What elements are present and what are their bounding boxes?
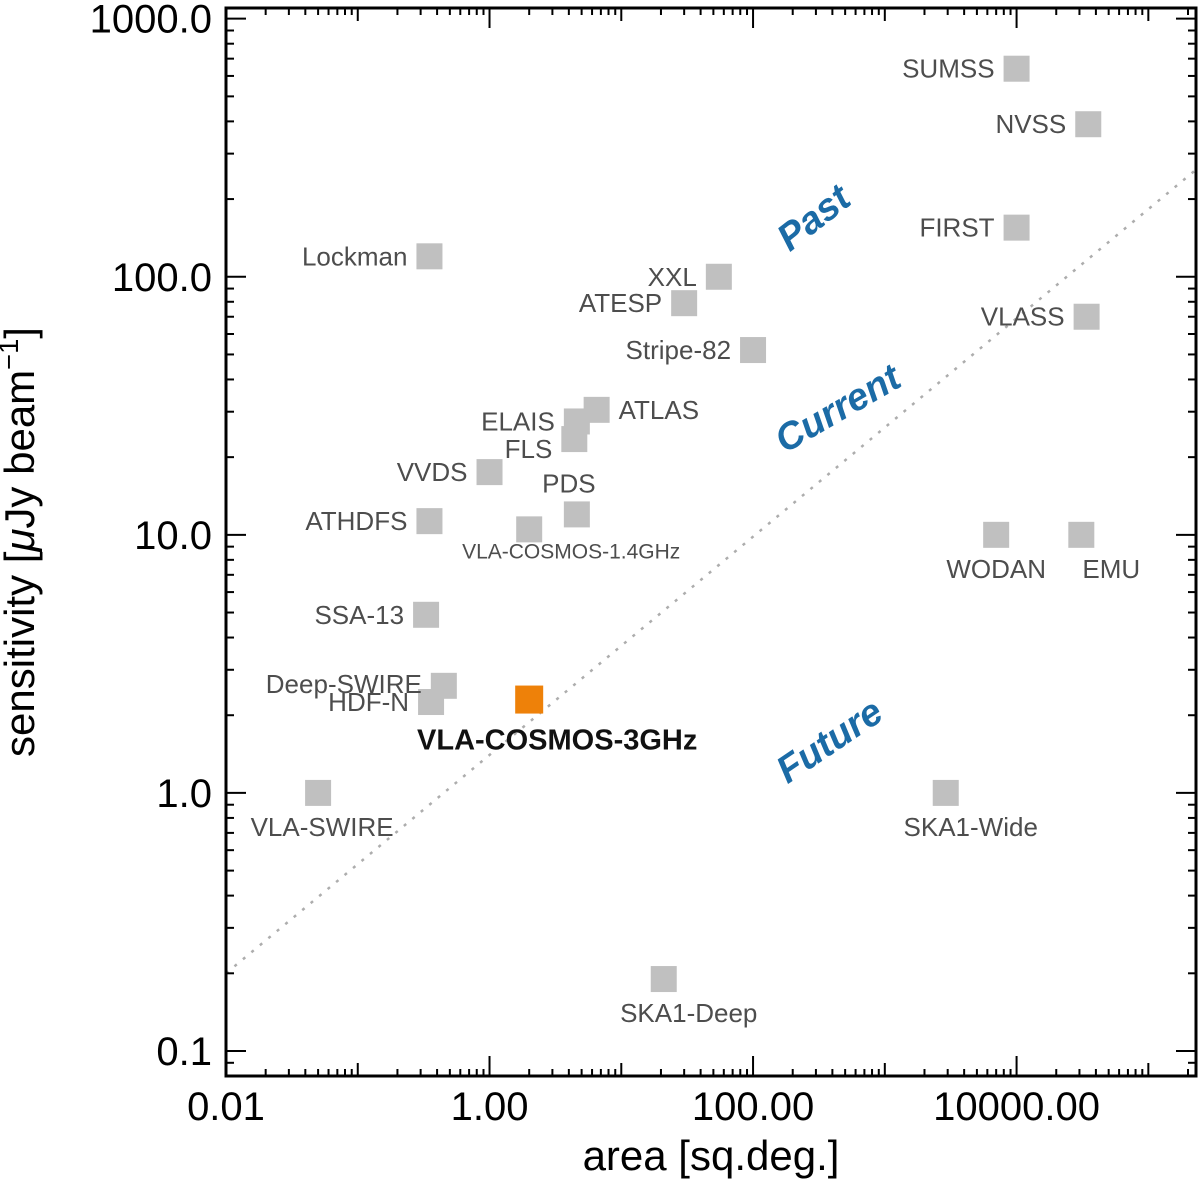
data-point-label: SKA1-Deep (620, 998, 757, 1028)
data-point (476, 459, 503, 486)
data-point-label: PDS (542, 468, 595, 498)
data-point-label: ATLAS (619, 395, 699, 425)
data-point-label: ELAIS (481, 406, 555, 436)
data-point-label: HDF-N (328, 687, 409, 717)
data-point (983, 521, 1010, 548)
x-tick-label: 10000.00 (933, 1085, 1100, 1129)
y-tick-label: 0.1 (156, 1030, 212, 1074)
data-point (416, 243, 443, 270)
data-point (932, 779, 959, 806)
data-point (650, 966, 677, 993)
data-point (1073, 303, 1100, 330)
reference-dotted-line (225, 168, 1197, 975)
data-point-label: Deep-SWIRE (266, 669, 422, 699)
data-point-label: NVSS (995, 109, 1066, 139)
era-annotation: Current (768, 356, 909, 462)
data-point-label: VLASS (981, 302, 1065, 332)
y-axis-title: sensitivity [μJy beam−1] (0, 327, 43, 757)
data-point-label: XXL (648, 262, 697, 292)
data-point-label: Lockman (302, 241, 408, 271)
data-point-label: Stripe-82 (626, 335, 732, 365)
plot-frame (224, 6, 1198, 1078)
highlighted-data-point (515, 685, 544, 714)
data-point-label: WODAN (946, 554, 1046, 584)
x-axis-title: area [sq.deg.] (583, 1132, 840, 1179)
data-point (1075, 111, 1102, 138)
data-point-label: FIRST (919, 213, 994, 243)
y-tick-label: 1000.0 (90, 0, 212, 42)
data-point (1068, 521, 1095, 548)
data-point (516, 516, 543, 543)
era-annotation: Past (769, 176, 859, 259)
data-point-label: VLA-SWIRE (251, 812, 394, 842)
data-point (418, 689, 445, 716)
data-point-label: SSA-13 (314, 600, 404, 630)
data-point (740, 337, 767, 364)
data-point-label: VLA-COSMOS-1.4GHz (462, 540, 680, 563)
data-point-label: VLA-COSMOS-3GHz (417, 725, 697, 757)
y-tick-label: 1.0 (156, 772, 212, 816)
data-point (671, 290, 698, 317)
data-point (1003, 55, 1030, 82)
data-point-label: VVDS (397, 457, 468, 487)
x-tick-label: 1.00 (451, 1085, 529, 1129)
x-tick-label: 100.00 (692, 1085, 814, 1129)
data-point (561, 426, 588, 453)
data-point (413, 601, 440, 628)
x-tick-label: 0.01 (187, 1085, 265, 1129)
data-point-label: ATHDFS (305, 506, 407, 536)
data-point-label: EMU (1082, 554, 1140, 584)
data-point-label: SUMSS (902, 54, 994, 84)
data-point (705, 263, 732, 290)
y-tick-label: 100.0 (112, 256, 212, 300)
data-point (305, 779, 332, 806)
y-tick-label: 10.0 (134, 514, 212, 558)
data-point (563, 501, 590, 528)
data-point-label: SKA1-Wide (904, 812, 1038, 842)
data-point-label: FLS (505, 434, 553, 464)
data-point (1003, 214, 1030, 241)
era-annotation: Future (769, 691, 890, 792)
data-point (416, 508, 443, 535)
data-point-label: ATESP (579, 288, 662, 318)
